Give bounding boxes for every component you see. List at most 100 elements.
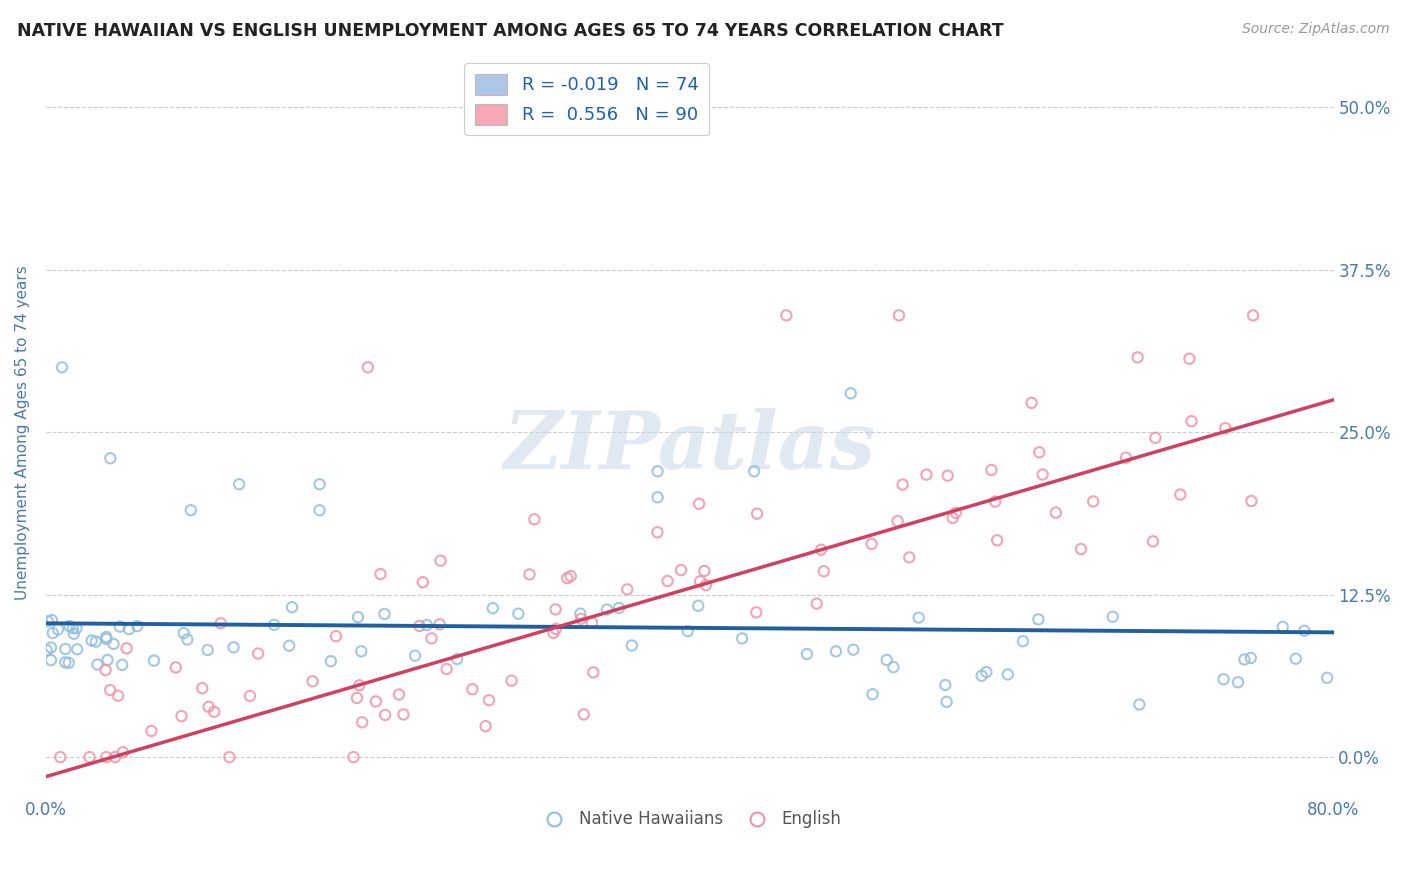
Point: [115, 641, 138, 656]
Point: [308, 503, 330, 517]
Point: [543, 625, 565, 640]
Point: [197, 643, 219, 657]
Point: [1012, 634, 1035, 648]
Point: [582, 665, 605, 680]
Point: [1168, 487, 1191, 501]
Point: [374, 708, 396, 723]
Point: [596, 602, 619, 616]
Point: [886, 514, 908, 528]
Point: [839, 386, 862, 401]
Point: [519, 567, 541, 582]
Point: [796, 647, 818, 661]
Point: [546, 622, 568, 636]
Point: [935, 695, 957, 709]
Point: [970, 669, 993, 683]
Point: [997, 667, 1019, 681]
Point: [111, 745, 134, 759]
Point: [934, 678, 956, 692]
Point: [745, 507, 768, 521]
Point: [1028, 612, 1050, 626]
Point: [325, 629, 347, 643]
Point: [96, 653, 118, 667]
Point: [980, 463, 1002, 477]
Point: [572, 707, 595, 722]
Point: [1070, 541, 1092, 556]
Point: [228, 477, 250, 491]
Point: [263, 617, 285, 632]
Point: [53, 656, 76, 670]
Point: [676, 624, 699, 639]
Point: [976, 665, 998, 679]
Point: [96, 630, 118, 644]
Point: [143, 654, 166, 668]
Point: [1178, 351, 1201, 366]
Point: [882, 660, 904, 674]
Point: [319, 654, 342, 668]
Point: [555, 571, 578, 585]
Point: [373, 607, 395, 621]
Point: [647, 525, 669, 540]
Point: [37, 615, 59, 629]
Point: [66, 642, 89, 657]
Point: [523, 512, 546, 526]
Point: [1115, 450, 1137, 465]
Point: [842, 642, 865, 657]
Point: [281, 600, 304, 615]
Point: [620, 639, 643, 653]
Point: [420, 632, 443, 646]
Point: [98, 683, 121, 698]
Legend: Native Hawaiians, English: Native Hawaiians, English: [531, 804, 848, 835]
Point: [218, 750, 240, 764]
Point: [647, 464, 669, 478]
Point: [825, 644, 848, 658]
Point: [118, 622, 141, 636]
Point: [49, 750, 72, 764]
Point: [388, 688, 411, 702]
Point: [693, 564, 716, 578]
Point: [41, 613, 63, 627]
Point: [891, 477, 914, 491]
Point: [695, 578, 717, 592]
Point: [239, 689, 262, 703]
Point: [416, 618, 439, 632]
Point: [1101, 609, 1123, 624]
Point: [39, 653, 62, 667]
Point: [1271, 620, 1294, 634]
Point: [688, 497, 710, 511]
Point: [688, 599, 710, 613]
Point: [1144, 431, 1167, 445]
Point: [1316, 671, 1339, 685]
Point: [1028, 445, 1050, 459]
Point: [560, 569, 582, 583]
Point: [544, 602, 567, 616]
Point: [810, 542, 832, 557]
Point: [1142, 534, 1164, 549]
Point: [742, 464, 765, 478]
Point: [103, 637, 125, 651]
Point: [96, 632, 118, 646]
Point: [446, 652, 468, 666]
Point: [936, 468, 959, 483]
Point: [63, 627, 86, 641]
Point: [1083, 494, 1105, 508]
Point: [607, 601, 630, 615]
Point: [907, 610, 929, 624]
Point: [1285, 651, 1308, 665]
Point: [404, 648, 426, 663]
Point: [301, 674, 323, 689]
Point: [170, 709, 193, 723]
Text: NATIVE HAWAIIAN VS ENGLISH UNEMPLOYMENT AMONG AGES 65 TO 74 YEARS CORRELATION CH: NATIVE HAWAIIAN VS ENGLISH UNEMPLOYMENT …: [17, 22, 1004, 40]
Point: [1240, 494, 1263, 508]
Point: [806, 597, 828, 611]
Point: [1240, 651, 1263, 665]
Point: [1215, 421, 1237, 435]
Point: [876, 653, 898, 667]
Text: ZIPatlas: ZIPatlas: [503, 409, 876, 485]
Point: [898, 550, 921, 565]
Point: [412, 575, 434, 590]
Point: [342, 750, 364, 764]
Point: [860, 537, 883, 551]
Point: [945, 506, 967, 520]
Point: [745, 606, 768, 620]
Point: [1227, 675, 1250, 690]
